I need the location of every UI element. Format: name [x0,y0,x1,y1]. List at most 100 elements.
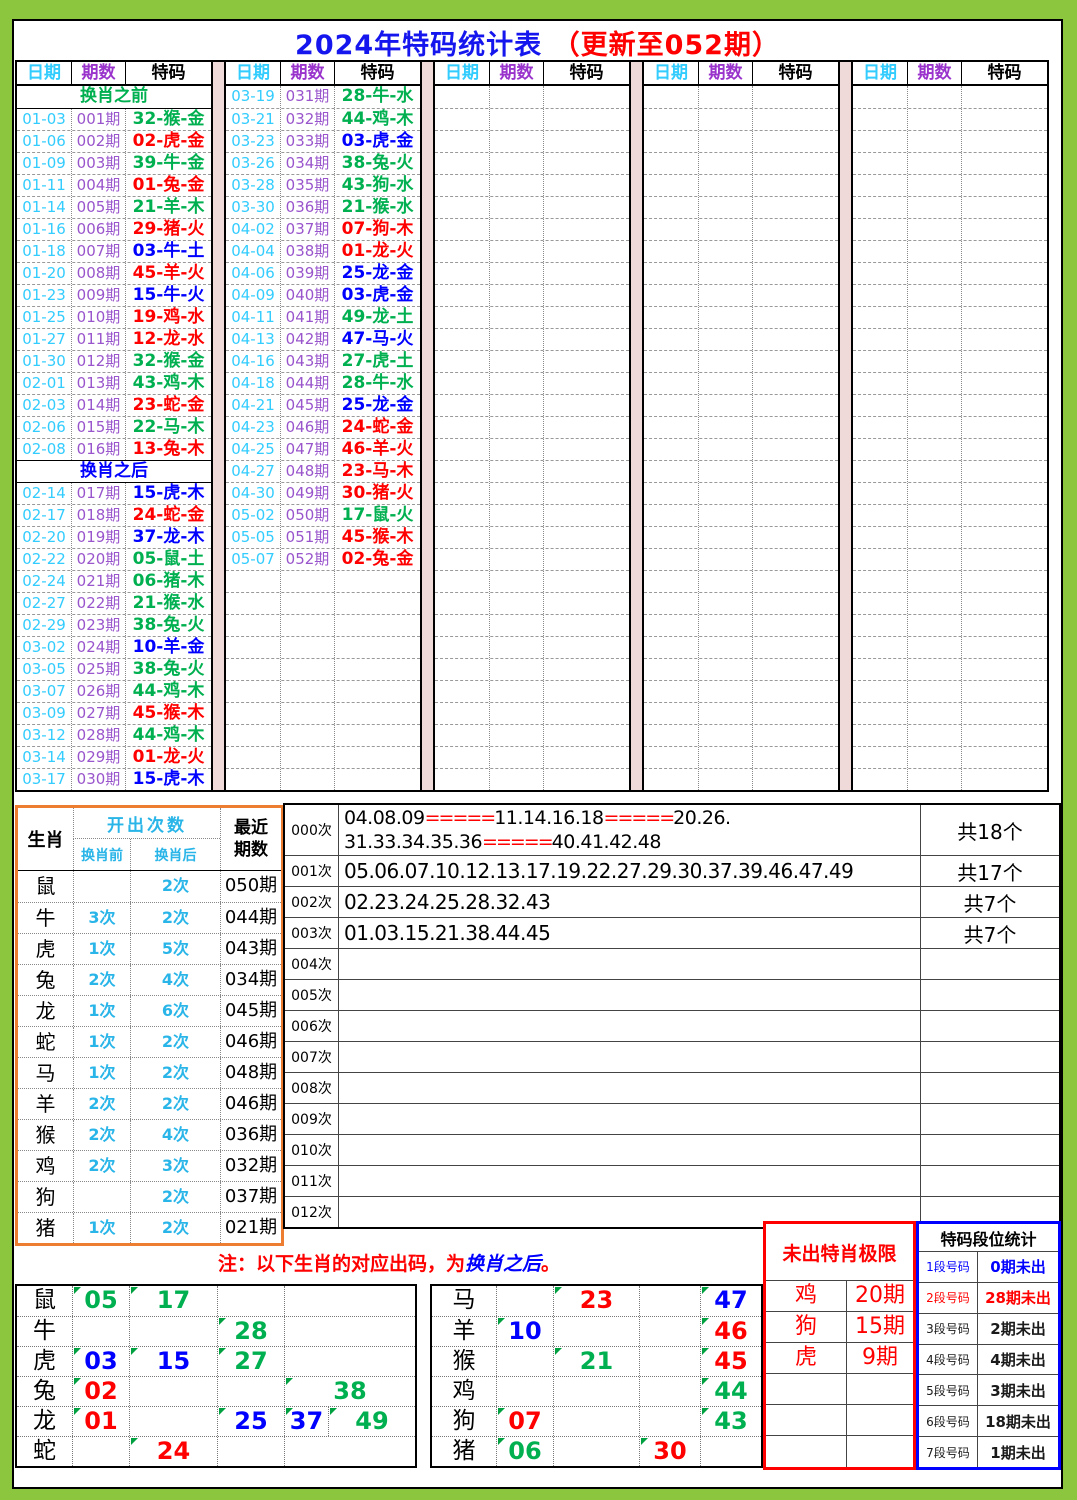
count-after-switch: 4次 [130,1120,220,1150]
result-code [752,461,838,482]
result-period [280,747,334,768]
zodiac-number-cell: 15 [129,1347,217,1376]
zodiac-number-cell: 28 [217,1317,284,1346]
missing-zodiac-periods: 20期 [846,1281,913,1312]
recent-period: 034期 [220,965,281,995]
result-code: 21-羊-木 [125,197,211,218]
result-date [853,86,907,108]
result-code [961,263,1047,284]
result-row [853,614,1047,636]
empty-cell [284,1437,415,1466]
segment-label: 6段号码 [926,1414,970,1429]
result-date [853,483,907,504]
result-row [644,614,838,636]
header-after-switch: 换肖后 [130,839,220,870]
result-code [752,241,838,262]
result-code: 10-羊-金 [125,637,211,658]
result-period [489,417,543,438]
sheet-content: 2024年特码统计表 （更新至052期） 日期 期数 特码 换肖之前 01-03 001期… [12,19,1063,1489]
result-row [853,350,1047,372]
result-date [853,109,907,130]
count-before-switch: 1次 [73,1213,130,1243]
result-code: 38-兔-火 [125,615,211,636]
frequency-label: 005次 [285,980,339,1010]
result-date [853,593,907,614]
result-period: 038期 [280,241,334,262]
count-before-switch: 2次 [73,1089,130,1119]
result-code: 44-鸡-木 [125,725,211,746]
result-row [644,196,838,218]
result-period: 046期 [280,417,334,438]
result-code [543,329,629,350]
result-row: 05-05 051期 45-猴-木 [226,526,420,548]
frequency-numbers [339,1135,920,1165]
result-date [853,615,907,636]
result-row: 01-25 010期 19-鸡-水 [17,306,211,328]
result-date [853,373,907,394]
result-row: 03-02 024期 10-羊-金 [17,636,211,658]
result-period: 033期 [280,131,334,152]
result-row [644,526,838,548]
result-date [644,86,698,108]
result-code [752,175,838,196]
count-after-switch: 2次 [130,1058,220,1088]
zodiac-name: 狗 [452,1408,476,1434]
column-header-date: 日期 [27,63,61,83]
result-period [698,329,752,350]
result-date [226,703,280,724]
zodiac-name: 蛇 [35,1030,56,1054]
result-row [853,394,1047,416]
result-code: 02-兔-金 [334,549,420,570]
empty-cell [553,1437,639,1466]
result-code [961,329,1047,350]
result-row [644,504,838,526]
result-code: 01-龙-火 [125,747,211,768]
result-code: 45-猴-木 [334,527,420,548]
result-period [698,153,752,174]
frequency-label: 002次 [285,887,339,917]
result-code [543,417,629,438]
result-date [435,637,489,658]
result-code [543,307,629,328]
result-row [853,284,1047,306]
zodiac-stats-table: 生肖 开出次数 换肖前 换肖后 最近 期数 鼠 2次 050期牛 3次 2次 044期虎 1… [15,805,284,1246]
result-row: 04-06 039期 25-龙-金 [226,262,420,284]
result-date: 04-30 [231,484,275,502]
result-period: 019期 [71,527,125,548]
frequency-count [920,949,1059,979]
result-code: 01-兔-金 [125,175,211,196]
frequency-line: 05.06.07.10.12.13.17.19.22.27.29.30.37.3… [344,856,920,886]
result-code: 22-马-木 [125,417,211,438]
zodiac-number-row: 猴 21 45 [432,1346,761,1376]
result-period [280,681,334,702]
result-date [226,637,280,658]
result-row: 03-12 028期 44-鸡-木 [17,724,211,746]
result-date [853,549,907,570]
result-row [853,174,1047,196]
result-row [644,306,838,328]
recent-period: 048期 [220,1058,281,1088]
result-date: 03-09 [22,704,66,722]
result-period [489,681,543,702]
result-date: 04-11 [231,308,275,326]
result-row: 04-09 040期 03-虎-金 [226,284,420,306]
missing-zodiac-name [766,1405,846,1435]
result-row [853,680,1047,702]
result-period [698,175,752,196]
result-period: 004期 [71,175,125,196]
result-period [907,439,961,460]
frequency-count: 共18个 [920,805,1059,855]
result-row [435,724,629,746]
result-code [961,769,1047,790]
result-row [644,394,838,416]
result-row: 01-20 008期 45-羊-火 [17,262,211,284]
zodiac-number-row: 狗 07 43 [432,1406,761,1436]
frequency-number-run: 02.23.24.25.28.32.43 [344,890,551,914]
result-date [644,131,698,152]
zodiac-numbers-table-right: 马 23 47 羊 10 46 猴 21 45 鸡 44 狗 07 43 猪 06 30 [430,1284,763,1468]
result-period [907,263,961,284]
segment-stats-row: 4段号码 4期未出 [919,1343,1058,1375]
count-before-switch: 2次 [73,965,130,995]
result-period [907,527,961,548]
result-row: 04-16 043期 27-虎-土 [226,350,420,372]
